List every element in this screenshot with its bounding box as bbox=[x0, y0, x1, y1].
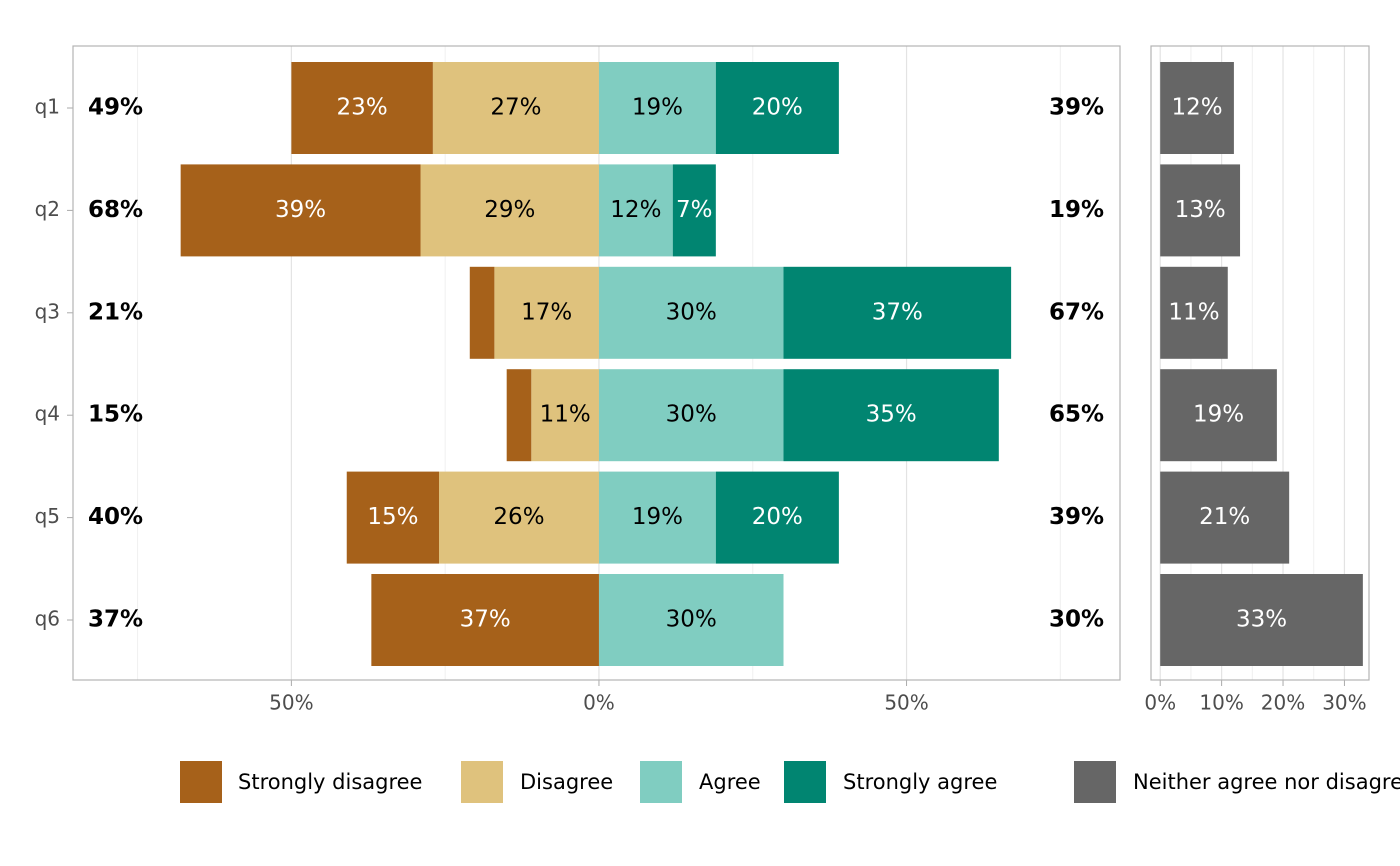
right-total: 39% bbox=[1049, 95, 1104, 121]
legend-swatch bbox=[180, 761, 222, 803]
bar bbox=[1160, 266, 1228, 359]
bar-segment bbox=[494, 266, 599, 359]
bar-segment bbox=[672, 164, 716, 257]
left-total: 68% bbox=[88, 197, 143, 223]
legend-swatch bbox=[640, 761, 682, 803]
data-label: 26% bbox=[493, 504, 544, 530]
bar-segment bbox=[469, 266, 495, 359]
y-tick-label: q1 bbox=[35, 95, 60, 119]
bar-segment bbox=[531, 369, 599, 462]
data-label: 21% bbox=[1199, 504, 1250, 530]
data-label: 12% bbox=[610, 197, 661, 223]
data-label: 39% bbox=[275, 197, 326, 223]
left-total: 37% bbox=[88, 607, 143, 633]
left-total: 40% bbox=[88, 504, 143, 530]
bar-segment bbox=[420, 164, 599, 257]
data-label: 30% bbox=[666, 607, 717, 633]
y-tick-label: q3 bbox=[35, 299, 60, 323]
panel-border bbox=[1150, 45, 1370, 681]
data-label: 37% bbox=[460, 607, 511, 633]
bar-segment bbox=[432, 62, 599, 154]
bar-segment bbox=[180, 164, 421, 257]
left-total: 21% bbox=[88, 299, 143, 325]
bar bbox=[1160, 62, 1234, 154]
legend-swatch bbox=[461, 761, 503, 803]
right-total: 19% bbox=[1049, 197, 1104, 223]
right-total: 67% bbox=[1049, 299, 1104, 325]
data-label: 19% bbox=[632, 504, 683, 530]
data-label: 19% bbox=[1193, 402, 1244, 428]
bar bbox=[1160, 369, 1277, 462]
bar-segment bbox=[598, 62, 716, 154]
data-label: 37% bbox=[872, 299, 923, 325]
bar-segment bbox=[598, 266, 784, 359]
bar bbox=[1160, 471, 1290, 564]
bar-segment bbox=[346, 471, 440, 564]
left-total: 49% bbox=[88, 95, 143, 121]
data-label: 33% bbox=[1236, 607, 1287, 633]
data-label: 19% bbox=[632, 95, 683, 121]
right-total: 65% bbox=[1049, 402, 1104, 428]
right-total: 30% bbox=[1049, 607, 1104, 633]
bar-segment bbox=[439, 471, 599, 564]
x-tick-label: 50% bbox=[884, 691, 928, 715]
data-label: 12% bbox=[1171, 95, 1222, 121]
x-tick-label: 10% bbox=[1199, 691, 1243, 715]
data-label: 20% bbox=[752, 95, 803, 121]
panel-border bbox=[72, 45, 1121, 681]
legend-label: Strongly disagree bbox=[238, 770, 422, 794]
data-label: 29% bbox=[484, 197, 535, 223]
bar-segment bbox=[783, 369, 999, 462]
legend-label: Neither agree nor disagree bbox=[1133, 770, 1400, 794]
bar-segment bbox=[598, 164, 673, 257]
legend-label: Agree bbox=[699, 770, 761, 794]
data-label: 7% bbox=[676, 197, 713, 223]
y-tick-label: q4 bbox=[35, 402, 60, 426]
data-label: 11% bbox=[1168, 299, 1219, 325]
data-label: 13% bbox=[1175, 197, 1226, 223]
x-tick-label: 30% bbox=[1322, 691, 1366, 715]
y-tick-label: q5 bbox=[35, 504, 60, 528]
legend-label: Strongly agree bbox=[843, 770, 997, 794]
left-total: 15% bbox=[88, 402, 143, 428]
x-tick-label: 50% bbox=[269, 691, 313, 715]
bar-segment bbox=[506, 369, 532, 462]
y-tick-label: q6 bbox=[35, 607, 60, 631]
data-label: 15% bbox=[367, 504, 418, 530]
data-label: 30% bbox=[666, 299, 717, 325]
bar-segment bbox=[715, 62, 839, 154]
bar-segment bbox=[291, 62, 433, 154]
data-label: 23% bbox=[337, 95, 388, 121]
right-total: 39% bbox=[1049, 504, 1104, 530]
data-label: 35% bbox=[866, 402, 917, 428]
legend-swatch bbox=[784, 761, 826, 803]
bar-segment bbox=[598, 471, 716, 564]
legend-label: Disagree bbox=[520, 770, 613, 794]
bar-segment bbox=[598, 369, 784, 462]
x-tick-label: 0% bbox=[583, 691, 615, 715]
data-label: 27% bbox=[490, 95, 541, 121]
data-label: 20% bbox=[752, 504, 803, 530]
x-tick-label: 0% bbox=[1144, 691, 1176, 715]
data-label: 11% bbox=[540, 402, 591, 428]
legend-swatch bbox=[1074, 761, 1116, 803]
bar-segment bbox=[715, 471, 839, 564]
data-label: 30% bbox=[666, 402, 717, 428]
bar bbox=[1160, 574, 1363, 666]
bar-segment bbox=[598, 574, 784, 666]
x-tick-label: 20% bbox=[1261, 691, 1305, 715]
bar-segment bbox=[783, 266, 1012, 359]
data-label: 17% bbox=[521, 299, 572, 325]
bar-segment bbox=[371, 574, 599, 666]
bar bbox=[1160, 164, 1241, 257]
y-tick-label: q2 bbox=[35, 197, 60, 221]
